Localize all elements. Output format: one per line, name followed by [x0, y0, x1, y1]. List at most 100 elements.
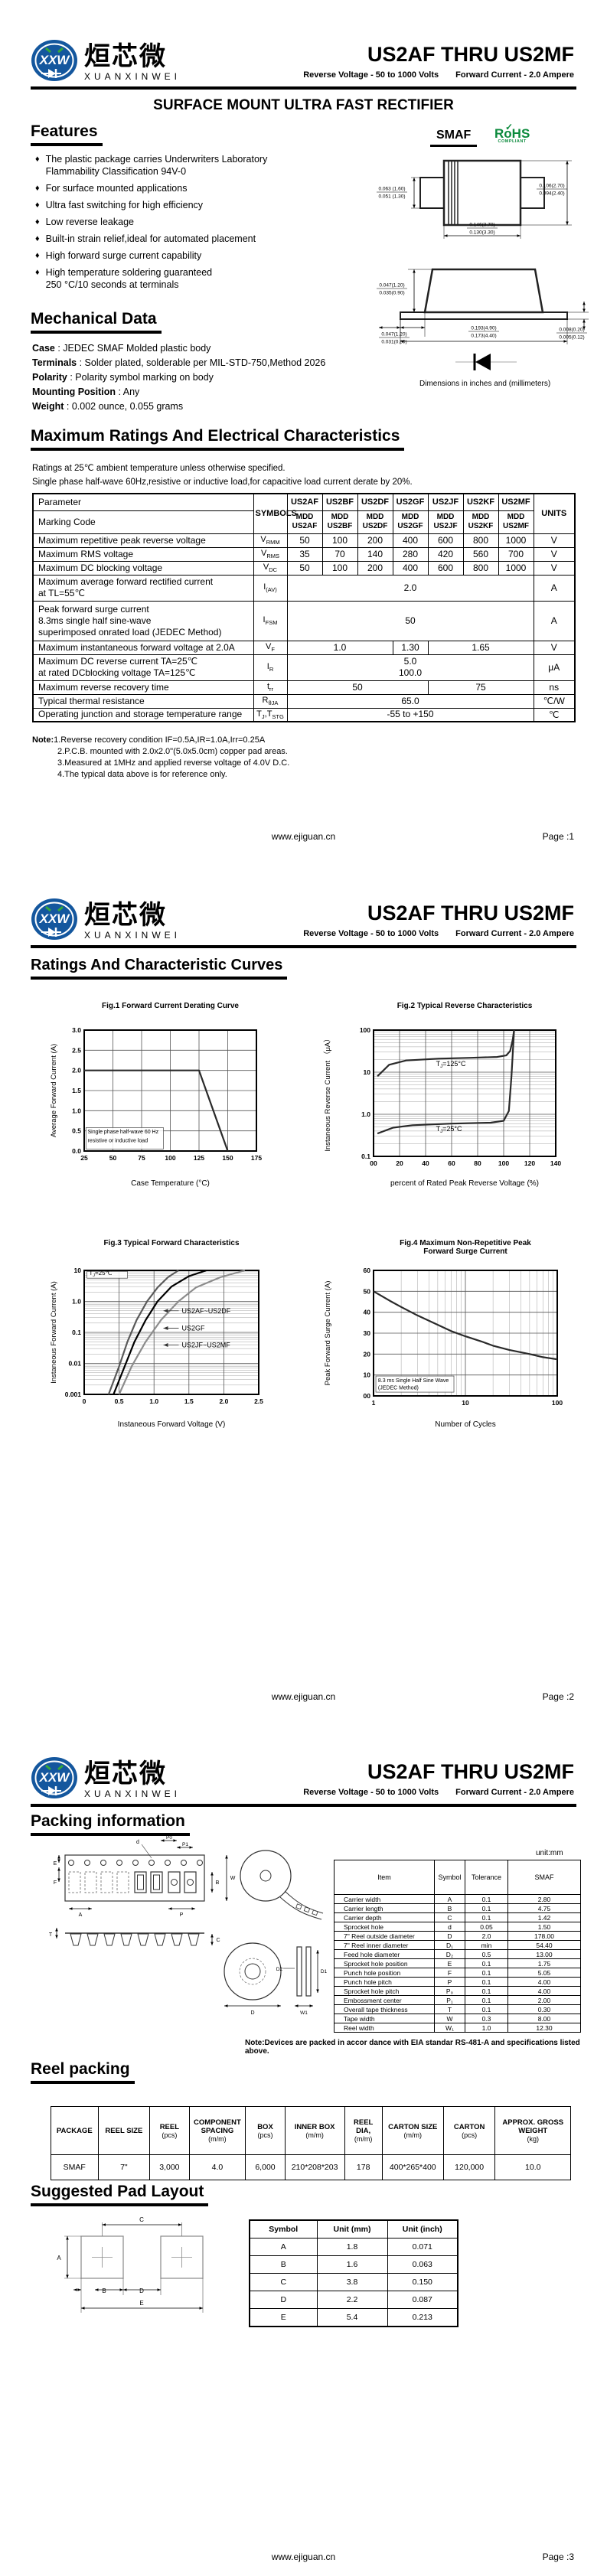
diamond-bullet-icon: ♦ [35, 201, 40, 210]
unit-cell: ℃/W [533, 693, 576, 709]
value-cell: 700 [498, 546, 534, 562]
ratings-table: Parameter SYMBOLS US2AF US2BF US2DF US2GF US2J… [32, 493, 576, 722]
value-cell: 75 [427, 680, 534, 695]
table-cell: D₂ [434, 1949, 465, 1959]
part-number: US2JF [427, 493, 464, 511]
column-header: Item [334, 1860, 435, 1895]
table-cell: W₁ [434, 2023, 465, 2033]
svg-text:100: 100 [498, 1159, 509, 1167]
pad-table: Symbol Unit (mm) Unit (inch) A 1.8 0.071 B 1.6 0… [249, 2219, 459, 2327]
value-cell: 2.0 [286, 574, 534, 602]
notes-block: Note:1.Reverse recovery condition IF=0.5… [32, 735, 461, 781]
feature-item: ♦ For surface mounted applications [35, 183, 188, 194]
doc-subtitle: Reverse Voltage - 50 to 1000 Volts Forwar… [303, 1788, 574, 1797]
svg-text:1.0: 1.0 [149, 1397, 158, 1405]
svg-text:Peak Forward Surge Current (A): Peak Forward Surge Current (A) [324, 1281, 332, 1386]
curves-heading: Ratings And Characteristic Curves [31, 957, 288, 980]
svg-text:resistive or inductive load: resistive or inductive load [88, 1138, 148, 1143]
svg-text:TJ=125°C: TJ=125°C [436, 1060, 466, 1069]
svg-text:150: 150 [222, 1154, 233, 1162]
table-cell: 0.1 [465, 1986, 508, 1996]
symbol: VDC [253, 560, 288, 576]
table-row: Maximum reverse recovery time trr 50 75 ns [32, 680, 576, 695]
svg-text:US2GF: US2GF [182, 1325, 206, 1332]
svg-text:10: 10 [462, 1399, 469, 1407]
value-cell: 600 [427, 560, 464, 576]
table-cell: E [434, 1958, 465, 1968]
svg-text:A: A [79, 1912, 83, 1918]
table-cell: 0.087 [387, 2291, 459, 2309]
features-heading: Features [31, 122, 103, 146]
param-label: Maximum DC blocking voltage [32, 560, 254, 576]
ratings-condition-1: Ratings at 25℃ ambient temperature unles… [32, 464, 286, 473]
table-cell: B [249, 2255, 318, 2274]
svg-text:D: D [250, 2010, 254, 2016]
table-cell: 8.00 [507, 2014, 581, 2023]
svg-text:W: W [230, 1876, 236, 1881]
table-cell: 0.1 [465, 1903, 508, 1913]
diamond-bullet-icon: ♦ [35, 251, 40, 260]
svg-text:100: 100 [165, 1154, 175, 1162]
marking-code: MDD US2JF [427, 510, 464, 534]
table-cell: 2.80 [507, 1894, 581, 1904]
table-cell: Sprocket hole [334, 1922, 435, 1932]
value-cell: 50 [286, 600, 534, 641]
doc-subtitle: Reverse Voltage - 50 to 1000 Volts Forwar… [303, 929, 574, 938]
svg-text:00: 00 [364, 1392, 371, 1400]
svg-text:F: F [54, 1880, 57, 1886]
symbol: VF [253, 640, 288, 655]
symbol: trr [253, 680, 288, 695]
symbol: IR [253, 654, 288, 681]
fig3: 0 0.5 1.0 1.5 2.0 2.5 0.001 0.01 0.1 1.0 10 Fig.3 T… [47, 1235, 283, 1434]
param-label: Operating junction and storage temperatu… [32, 707, 254, 722]
svg-text:60: 60 [448, 1159, 455, 1167]
units-header: UNITS [533, 493, 576, 534]
diamond-bullet-icon: ♦ [35, 155, 40, 164]
svg-text:E: E [54, 1861, 57, 1867]
svg-text:00: 00 [370, 1159, 377, 1167]
rohs-logo: ✓ RoHS COMPLIANT [494, 122, 530, 144]
footer-site[interactable]: www.ejiguan.cn [271, 2552, 336, 2562]
svg-text:2.5: 2.5 [72, 1046, 81, 1054]
pad-heading: Suggested Pad Layout [31, 2183, 209, 2206]
column-header: REEL (pcs) [149, 2106, 190, 2155]
table-cell: 1.50 [507, 1922, 581, 1932]
table-cell: Sprocket hole position [334, 1958, 435, 1968]
value-cell: 600 [427, 533, 464, 548]
doc-title: US2AF THRU US2MF [367, 43, 574, 66]
package-name: SMAF [430, 129, 478, 147]
svg-text:E: E [139, 2300, 143, 2307]
unit-cell: ℃ [533, 707, 576, 722]
footer-site[interactable]: www.ejiguan.cn [271, 831, 336, 842]
svg-text:10: 10 [364, 1371, 371, 1379]
table-cell: 1.6 [316, 2255, 388, 2274]
rohs-check-icon: ✓ [505, 122, 514, 132]
svg-text:25: 25 [80, 1154, 88, 1162]
table-cell: min [465, 1940, 508, 1950]
symbol: RθJA [253, 693, 288, 709]
table-row: Sprocket hole pitch P₀ 0.1 4.00 [334, 1986, 581, 1996]
svg-text:P: P [180, 1912, 184, 1918]
doc-title: US2AF THRU US2MF [367, 902, 574, 924]
table-cell: P₀ [434, 1986, 465, 1996]
table-cell: Carrier depth [334, 1912, 435, 1922]
table-cell: 2.2 [316, 2291, 388, 2309]
table-cell: 0.1 [465, 1894, 508, 1904]
symbol: IFSM [253, 600, 288, 641]
unit-cell: A [533, 600, 576, 641]
svg-text:D: D [139, 2287, 144, 2294]
param-label: Typical thermal resistance [32, 693, 254, 709]
svg-text:0.035(0.90): 0.035(0.90) [379, 291, 404, 296]
table-cell: Carrier width [334, 1894, 435, 1904]
fig2: 00 20 40 60 80 100 120 140 0.1 1.0 10 100 Fig.2 Typi… [321, 998, 566, 1193]
packing-table: Item Symbol Tolerance SMAF Carrier width A 0.1… [334, 1860, 581, 2033]
svg-text:2.5: 2.5 [254, 1397, 263, 1405]
svg-text:75: 75 [138, 1154, 145, 1162]
column-header: APPROX. GROSS WEIGHT (kg) [494, 2106, 571, 2155]
table-row: Tape width W 0.3 8.00 [334, 2014, 581, 2023]
mechanical-row: Case : JEDEC SMAF Molded plastic body [32, 343, 211, 354]
footer-site[interactable]: www.ejiguan.cn [271, 1691, 336, 1702]
table-cell: Feed hole diameter [334, 1949, 435, 1959]
svg-text:0.047(1.20): 0.047(1.20) [379, 283, 404, 289]
